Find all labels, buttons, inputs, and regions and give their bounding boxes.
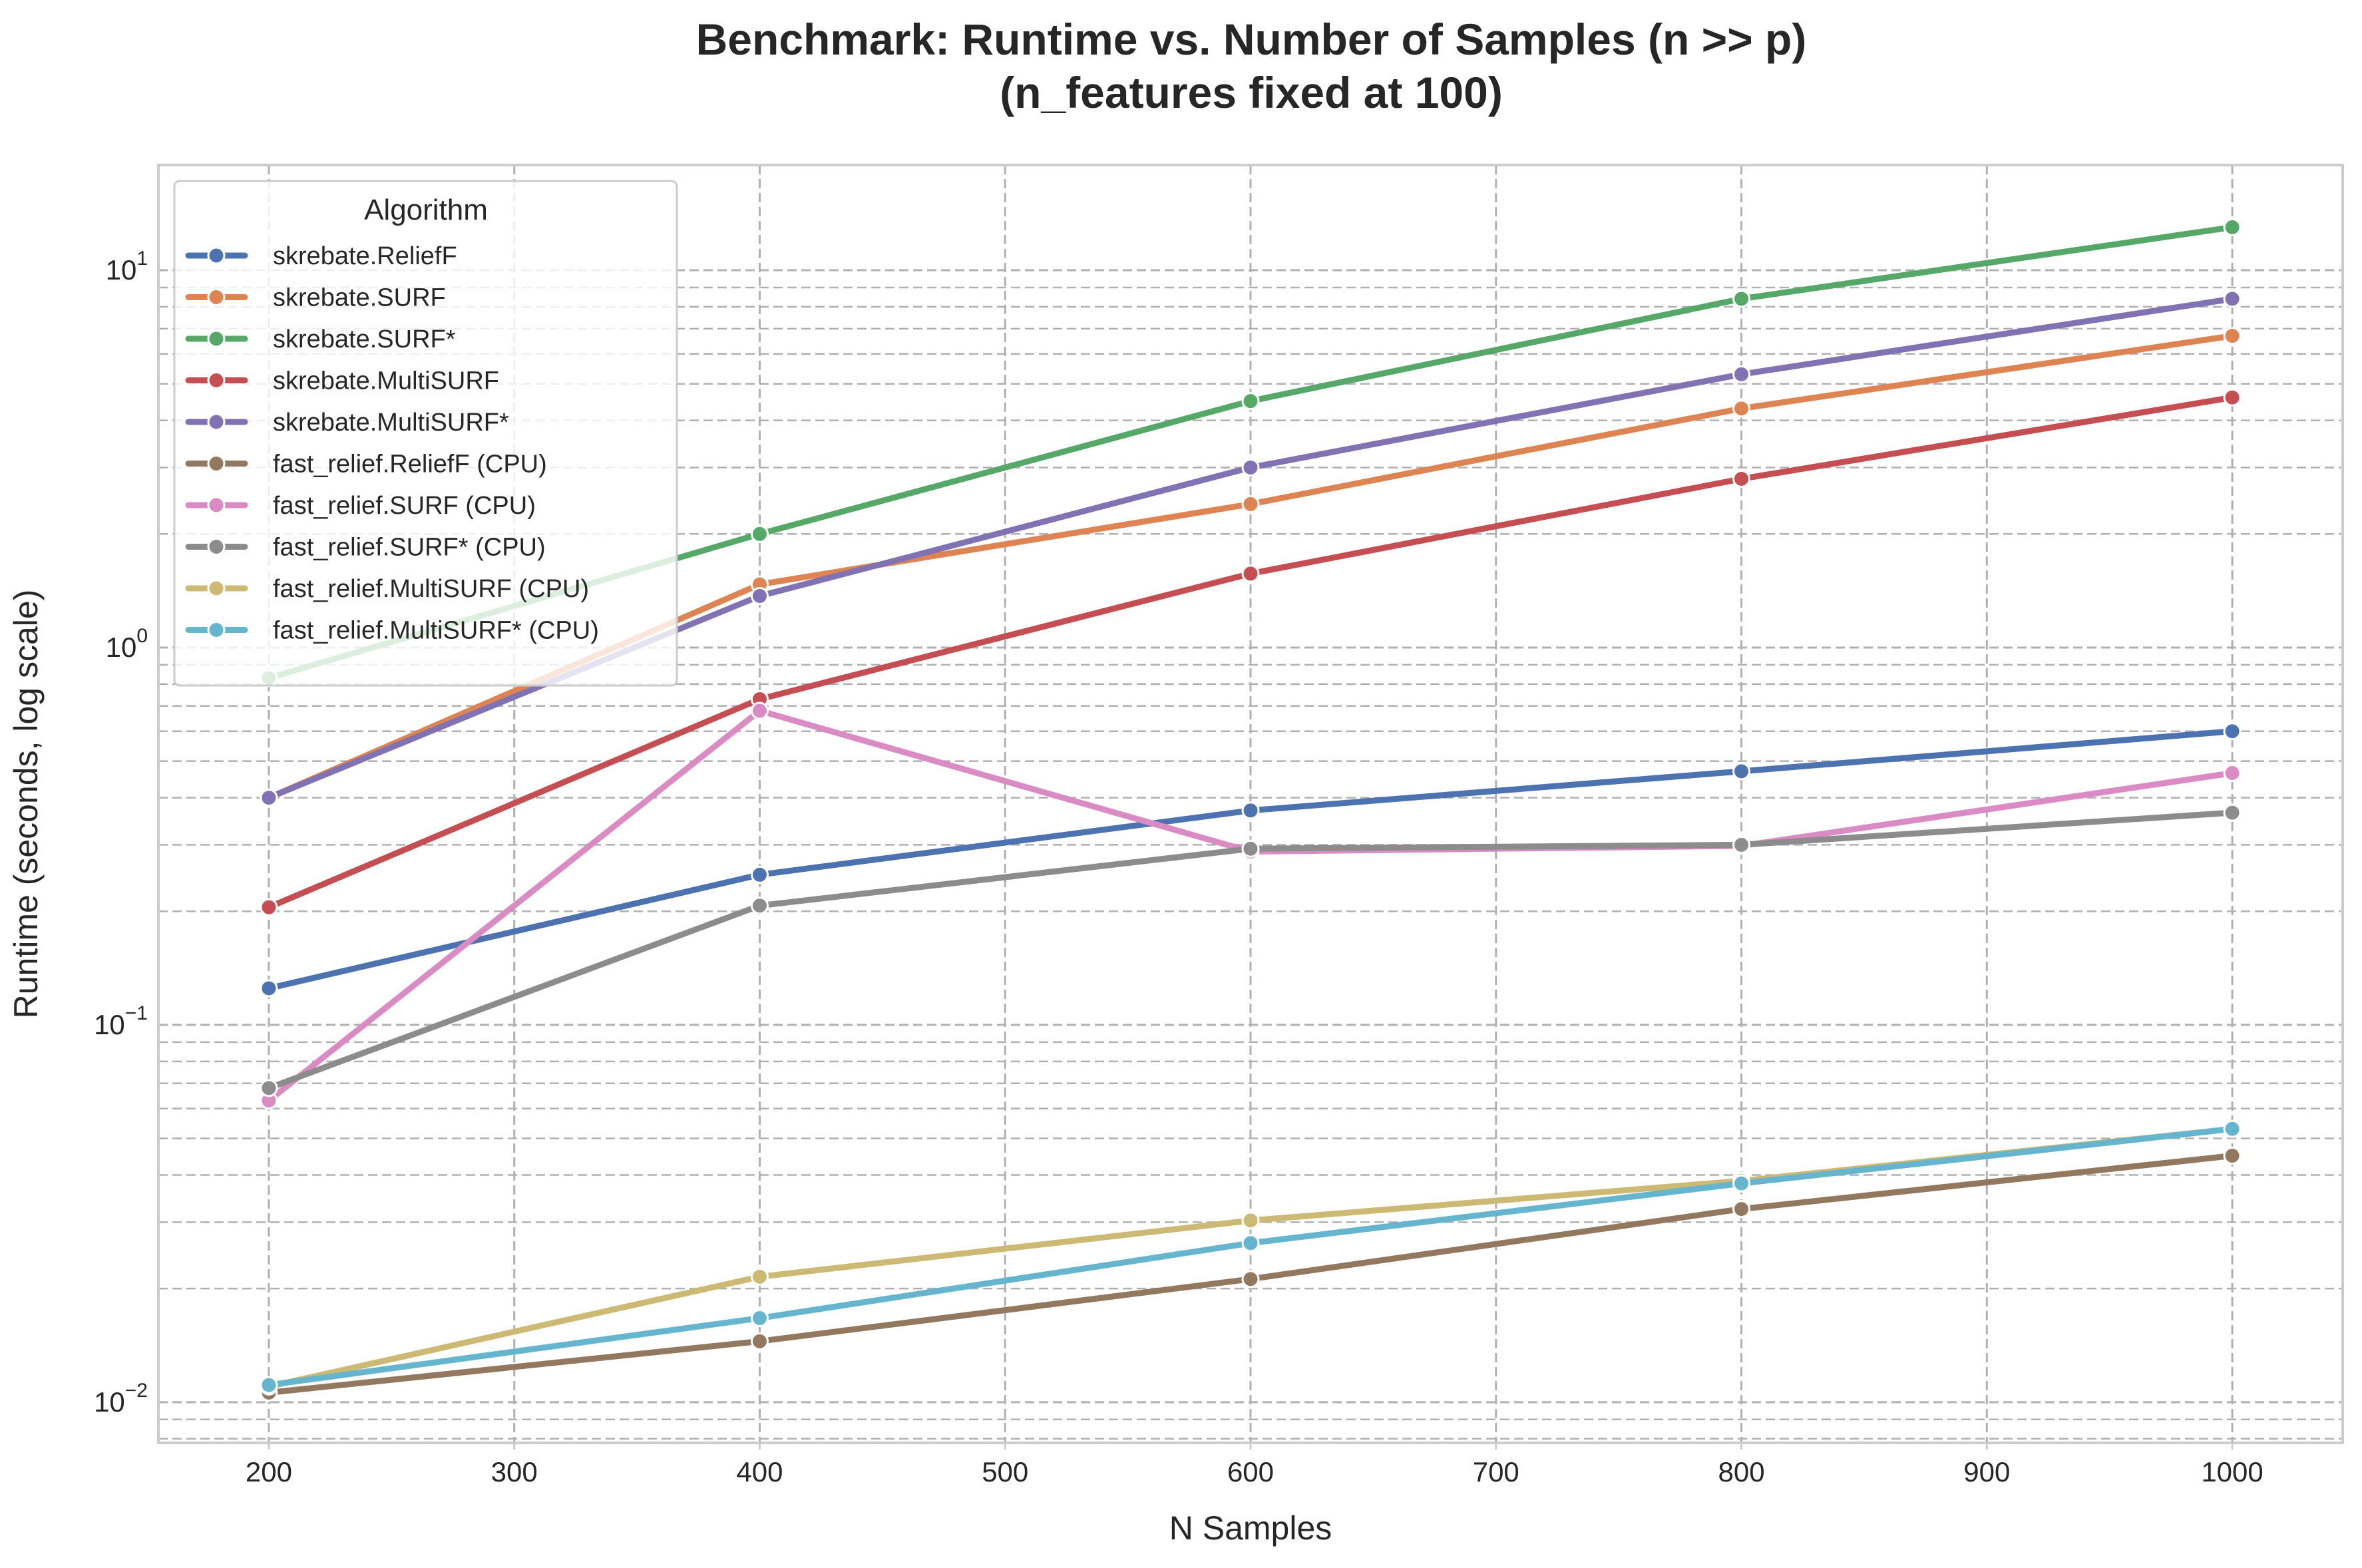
legend-label: fast_relief.MultiSURF* (CPU) — [273, 617, 599, 645]
data-point — [260, 979, 278, 998]
chart-title: Benchmark: Runtime vs. Number of Samples… — [696, 15, 1807, 64]
legend-label: skrebate.MultiSURF* — [273, 409, 509, 437]
data-point — [2223, 1119, 2242, 1138]
legend-title: Algorithm — [364, 194, 488, 226]
data-point — [1732, 835, 1751, 854]
legend-label: fast_relief.SURF* (CPU) — [273, 534, 546, 562]
legend-item: fast_relief.SURF* (CPU) — [185, 534, 546, 562]
legend-label: fast_relief.MultiSURF (CPU) — [273, 575, 589, 603]
legend-items: skrebate.ReliefF skrebate.SURF skrebate.SU… — [185, 242, 599, 645]
data-point — [750, 701, 769, 720]
data-point — [1732, 469, 1751, 488]
legend-swatch-marker — [207, 371, 226, 389]
data-point — [260, 898, 278, 916]
legend-box — [173, 180, 678, 687]
x-tick-label: 500 — [982, 1456, 1028, 1487]
legend-label: fast_relief.ReliefF (CPU) — [273, 451, 547, 479]
data-point — [2223, 722, 2242, 741]
data-point — [750, 524, 769, 543]
y-tick-label: 100 — [106, 625, 148, 663]
data-point — [1241, 839, 1260, 858]
data-point — [1241, 1234, 1260, 1253]
data-point — [750, 865, 769, 884]
legend-item: skrebate.MultiSURF* — [185, 409, 509, 437]
data-point — [1732, 762, 1751, 781]
y-axis-label: Runtime (seconds, log scale) — [7, 590, 45, 1019]
data-point — [260, 789, 278, 807]
data-point — [1241, 564, 1260, 583]
series-5 — [260, 1146, 2242, 1402]
data-point — [1241, 494, 1260, 513]
y-tick-label: 10−2 — [94, 1380, 148, 1418]
data-point — [260, 1079, 278, 1097]
data-point — [750, 1267, 769, 1286]
legend-swatch-marker — [207, 246, 226, 265]
x-axis-label: N Samples — [1169, 1509, 1332, 1547]
legend-label: skrebate.SURF — [273, 284, 446, 312]
x-axis-ticks: 200 300 400 500 600 700 800 900 1000 — [246, 1443, 2264, 1487]
data-point — [1732, 1200, 1751, 1219]
legend-label: skrebate.SURF* — [273, 325, 456, 353]
data-point — [750, 586, 769, 605]
x-tick-label: 1000 — [2201, 1456, 2263, 1487]
series-0 — [260, 722, 2242, 998]
legend-swatch-marker — [207, 579, 226, 598]
legend-label: skrebate.ReliefF — [273, 242, 457, 270]
data-point — [1241, 392, 1260, 411]
legend-item: skrebate.ReliefF — [185, 242, 457, 270]
data-point — [1241, 1270, 1260, 1288]
y-tick-label: 10−1 — [94, 1002, 148, 1040]
series-3 — [260, 388, 2242, 916]
legend: Algorithm skrebate.ReliefFskrebate.SURFs… — [173, 180, 678, 687]
legend-label: skrebate.MultiSURF — [273, 367, 499, 395]
data-point — [1732, 365, 1751, 383]
data-point — [750, 896, 769, 915]
legend-item: fast_relief.MultiSURF (CPU) — [185, 575, 589, 603]
chart-subtitle: (n_features fixed at 100) — [1000, 68, 1503, 117]
data-point — [1241, 1211, 1260, 1230]
legend-item: skrebate.SURF* — [185, 325, 456, 353]
legend-item: fast_relief.ReliefF (CPU) — [185, 451, 547, 479]
data-point — [1732, 290, 1751, 308]
series-7 — [260, 803, 2242, 1097]
data-point — [1732, 399, 1751, 418]
legend-item: fast_relief.SURF (CPU) — [185, 492, 536, 520]
x-tick-label: 300 — [491, 1456, 538, 1487]
data-point — [1241, 458, 1260, 477]
legend-item: skrebate.MultiSURF — [185, 367, 499, 395]
legend-label: fast_relief.SURF (CPU) — [273, 492, 536, 520]
legend-swatch-marker — [207, 288, 226, 306]
y-tick-label: 101 — [106, 248, 148, 286]
data-point — [750, 1332, 769, 1350]
data-point — [2223, 763, 2242, 782]
data-point — [260, 1376, 278, 1394]
legend-swatch-marker — [207, 329, 226, 348]
x-tick-label: 200 — [246, 1456, 292, 1487]
data-point — [2223, 218, 2242, 236]
legend-item: fast_relief.MultiSURF* (CPU) — [185, 617, 599, 645]
legend-item: skrebate.SURF — [185, 284, 446, 312]
data-point — [2223, 327, 2242, 345]
x-tick-label: 900 — [1963, 1456, 2010, 1487]
legend-swatch-marker — [207, 455, 226, 473]
legend-swatch-marker — [207, 496, 226, 514]
y-axis-ticks: 101 100 10−1 10−2 — [94, 248, 148, 1418]
x-tick-label: 600 — [1227, 1456, 1274, 1487]
data-point — [1732, 1174, 1751, 1193]
legend-swatch-marker — [207, 413, 226, 431]
legend-swatch-marker — [207, 621, 226, 639]
data-point — [1241, 801, 1260, 820]
legend-swatch-marker — [207, 538, 226, 556]
x-tick-label: 400 — [736, 1456, 783, 1487]
x-tick-label: 800 — [1718, 1456, 1764, 1487]
data-point — [750, 1309, 769, 1328]
series-9 — [260, 1119, 2242, 1394]
data-point — [2223, 388, 2242, 407]
x-tick-label: 700 — [1473, 1456, 1519, 1487]
data-point — [2223, 1146, 2242, 1165]
data-point — [2223, 290, 2242, 308]
data-point — [2223, 803, 2242, 822]
